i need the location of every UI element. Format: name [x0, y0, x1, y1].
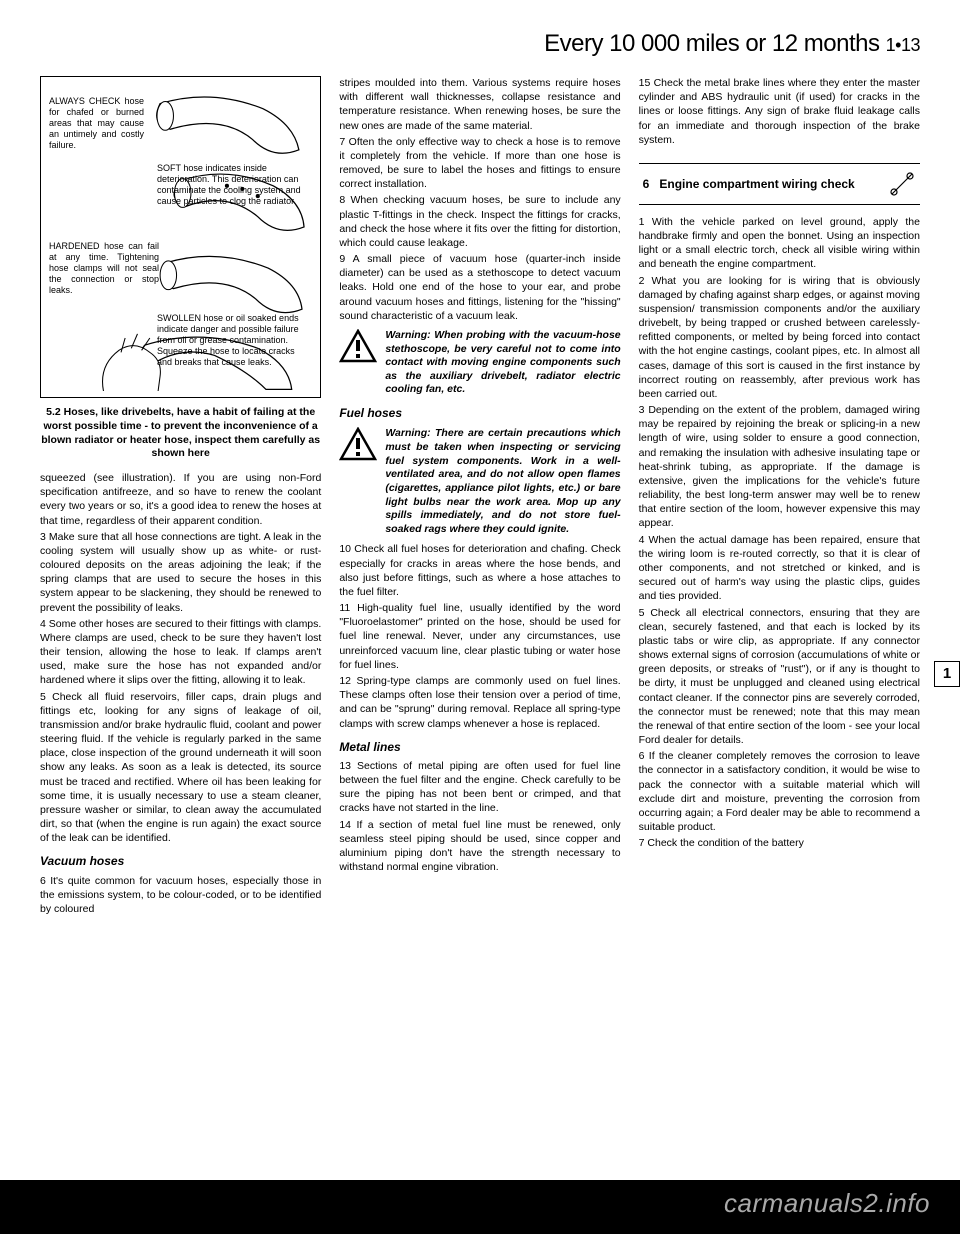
- c2-p9: 14 If a section of metal fuel line must …: [339, 818, 620, 875]
- page-header: Every 10 000 miles or 12 months 1•13: [40, 30, 920, 58]
- c2-sub2: Metal lines: [339, 739, 620, 755]
- section-title: 6 Engine compartment wiring check: [643, 176, 855, 192]
- content-columns: ALWAYS CHECK hose for chafed or burned a…: [40, 76, 920, 918]
- c3-p4: 3 Depending on the extent of the problem…: [639, 403, 920, 531]
- c3-p8: 7 Check the condition of the battery: [639, 836, 920, 850]
- c3-p7: 6 If the cleaner completely removes the …: [639, 749, 920, 834]
- figure-caption: 5.2 Hoses, like drivebelts, have a habit…: [40, 406, 321, 461]
- section-num: 6: [643, 177, 650, 191]
- c2-p1: stripes moulded into them. Various syste…: [339, 76, 620, 133]
- section-6-box: 6 Engine compartment wiring check: [639, 163, 920, 205]
- warning-2: Warning: There are certain precautions w…: [339, 427, 620, 536]
- c2-p4: 9 A small piece of vacuum hose (quarter-…: [339, 252, 620, 323]
- c2-p3: 8 When checking vacuum hoses, be sure to…: [339, 193, 620, 250]
- column-2: stripes moulded into them. Various syste…: [339, 76, 620, 918]
- c2-sub1: Fuel hoses: [339, 405, 620, 421]
- c2-p2: 7 Often the only effective way to check …: [339, 135, 620, 192]
- fig-label-3: HARDENED hose can fail at any time. Tigh…: [49, 241, 159, 295]
- warning-2-text: Warning: There are certain precautions w…: [385, 427, 620, 536]
- c2-p8: 13 Sections of metal piping are often us…: [339, 759, 620, 816]
- column-3: 15 Check the metal brake lines where the…: [639, 76, 920, 918]
- warning-icon: [339, 329, 377, 363]
- c1-p3: 4 Some other hoses are secured to their …: [40, 617, 321, 688]
- c3-p6: 5 Check all electrical connectors, ensur…: [639, 606, 920, 748]
- c3-p5: 4 When the actual damage has been repair…: [639, 533, 920, 604]
- column-1: ALWAYS CHECK hose for chafed or burned a…: [40, 76, 321, 918]
- header-title: Every 10 000 miles or 12 months: [544, 30, 879, 57]
- c2-p6: 11 High-quality fuel line, usually ident…: [339, 601, 620, 672]
- c3-p2: 1 With the vehicle parked on level groun…: [639, 215, 920, 272]
- c1-p4: 5 Check all fluid reservoirs, filler cap…: [40, 690, 321, 846]
- fig-label-4: SWOLLEN hose or oil soaked ends indicate…: [157, 313, 305, 367]
- warning-1-text: Warning: When probing with the vacuum-ho…: [385, 329, 620, 397]
- c3-p3: 2 What you are looking for is wiring tha…: [639, 274, 920, 402]
- watermark: carmanuals2.info: [0, 1180, 960, 1231]
- c2-p5: 10 Check all fuel hoses for deterioratio…: [339, 542, 620, 599]
- fig-label-1: ALWAYS CHECK hose for chafed or burned a…: [49, 96, 144, 150]
- c1-p2: 3 Make sure that all hose connections ar…: [40, 530, 321, 615]
- c2-p7: 12 Spring-type clamps are commonly used …: [339, 674, 620, 731]
- chapter-tab: 1: [934, 661, 960, 687]
- section-name: Engine compartment wiring check: [659, 177, 854, 191]
- hose-figure: ALWAYS CHECK hose for chafed or burned a…: [40, 76, 321, 398]
- warning-icon: [339, 427, 377, 461]
- fig-label-2: SOFT hose indicates inside deterioration…: [157, 163, 302, 206]
- c3-p1: 15 Check the metal brake lines where the…: [639, 76, 920, 147]
- c1-p1: squeezed (see illustration). If you are …: [40, 471, 321, 528]
- c1-sub1: Vacuum hoses: [40, 853, 321, 869]
- c1-p5: 6 It's quite common for vacuum hoses, es…: [40, 874, 321, 917]
- page-number: 1•13: [886, 35, 920, 55]
- page: Every 10 000 miles or 12 months 1•13: [0, 0, 960, 1180]
- spanner-icon: [888, 170, 916, 198]
- warning-1: Warning: When probing with the vacuum-ho…: [339, 329, 620, 397]
